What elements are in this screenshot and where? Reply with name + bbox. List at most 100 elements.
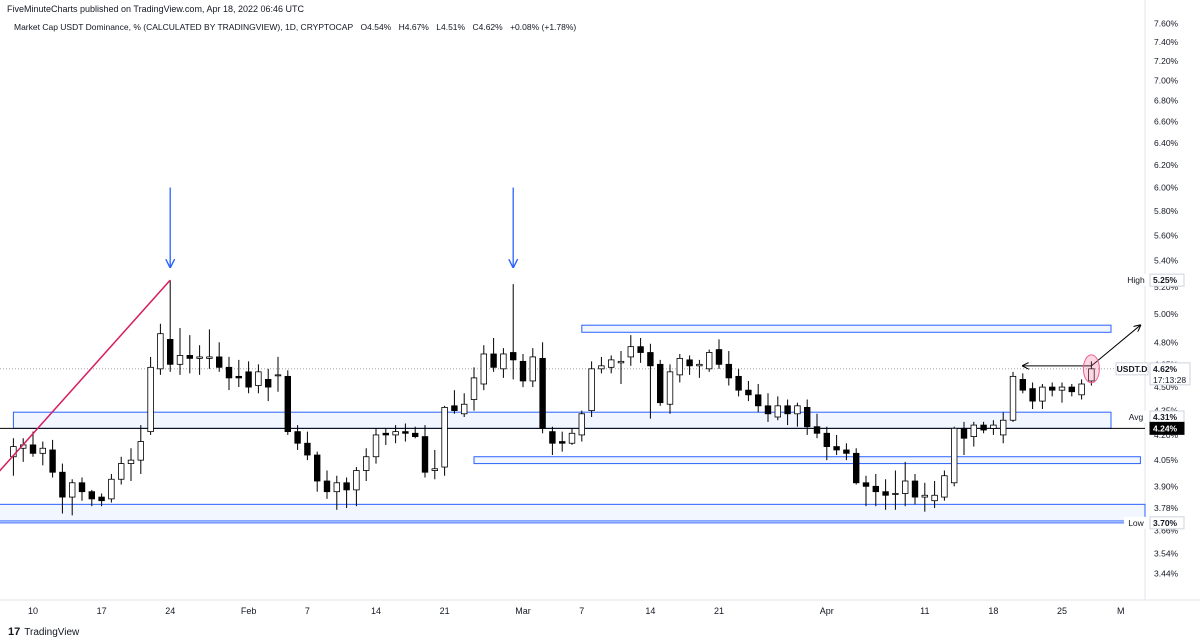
- lower-zone: [473, 456, 1141, 465]
- candle-up: [941, 475, 948, 498]
- candle-up: [627, 346, 634, 358]
- candle-down: [637, 346, 644, 353]
- highlight-ellipse: [1082, 354, 1100, 384]
- price-chart[interactable]: 7.60% 7.40% 7.20% 7.00% 6.80% 6.60% 6.40% 6.20%…: [0, 0, 1200, 620]
- x-tick-label: 18: [988, 606, 998, 616]
- high-label: High: [1127, 275, 1145, 285]
- low-box: [1149, 516, 1185, 530]
- candle-up: [431, 468, 438, 471]
- candle-down: [451, 405, 458, 411]
- candle-up: [608, 359, 615, 368]
- candle-up: [1009, 375, 1017, 421]
- y-tick-label: 4.20%: [1154, 430, 1179, 440]
- y-tick-label: 7.20%: [1154, 56, 1179, 66]
- high-value: 5.25%: [1153, 275, 1178, 285]
- x-tick-label: Feb: [241, 606, 257, 616]
- candle-down: [245, 371, 252, 388]
- candle-up: [333, 482, 340, 493]
- candle-down: [29, 444, 37, 454]
- x-tick-label: 7: [305, 606, 310, 616]
- projection-arrow-up: [1091, 325, 1140, 367]
- candle-down: [862, 482, 870, 487]
- candle-down: [539, 357, 546, 429]
- candle-up: [39, 447, 46, 454]
- candle-down: [823, 432, 830, 447]
- candle-up: [598, 365, 605, 370]
- candle-up: [206, 356, 213, 359]
- candle-up: [196, 356, 203, 359]
- candle-down: [1029, 388, 1036, 402]
- candle-up: [666, 371, 674, 405]
- tradingview-brand[interactable]: 17 TradingView: [8, 626, 79, 638]
- x-tick-label: M: [1117, 606, 1125, 616]
- candle-up: [951, 427, 958, 484]
- candle-down: [755, 394, 762, 407]
- candle-down: [411, 432, 419, 437]
- candle-up: [617, 360, 625, 364]
- candle-up: [137, 441, 144, 461]
- candle-down: [882, 491, 889, 496]
- candle-down: [304, 442, 311, 456]
- candle-down: [323, 480, 331, 493]
- publisher-line: FiveMinuteCharts published on TradingVie…: [7, 4, 304, 14]
- x-tick-label: 7: [579, 606, 584, 616]
- candle-up: [794, 405, 801, 415]
- y-tick-label: 4.50%: [1154, 382, 1179, 392]
- candle-up: [706, 352, 713, 370]
- candle-down: [853, 452, 860, 484]
- candle-up: [696, 363, 703, 367]
- candle-down: [980, 424, 987, 431]
- y-tick-label: 7.40%: [1154, 37, 1179, 47]
- candle-up: [127, 459, 135, 464]
- candle-down: [735, 375, 742, 391]
- y-tick-label: 7.60%: [1154, 19, 1179, 29]
- candle-down: [911, 480, 919, 498]
- candle-down: [804, 407, 811, 428]
- candle-down: [1049, 386, 1056, 391]
- candle-down: [382, 432, 389, 436]
- y-tick-label: 4.80%: [1154, 337, 1179, 347]
- candle-up: [1088, 368, 1095, 382]
- high-box: [1149, 273, 1185, 287]
- x-tick-label: 25: [1057, 606, 1067, 616]
- line-value: 4.24%: [1153, 423, 1178, 433]
- y-tick-label: 5.60%: [1154, 230, 1179, 240]
- candle-up: [441, 407, 448, 468]
- candle-down: [715, 349, 723, 365]
- candle-down: [872, 485, 879, 493]
- candle-up: [470, 377, 478, 400]
- candle-down: [549, 431, 556, 444]
- avg-bg: [1124, 410, 1148, 423]
- x-tick-label: Apr: [820, 606, 834, 616]
- close-value: C4.62%: [472, 22, 503, 32]
- symbol-tag-box: [1115, 362, 1149, 376]
- candle-up: [362, 456, 370, 471]
- candle-down: [833, 446, 840, 451]
- y-tick-label: 3.54%: [1154, 548, 1179, 558]
- x-tick-label: 14: [645, 606, 655, 616]
- candle-up: [578, 413, 585, 436]
- mid-zone: [12, 411, 1112, 429]
- y-tick-label: 5.40%: [1154, 256, 1179, 266]
- candle-down: [764, 405, 772, 415]
- candle-down: [725, 363, 732, 379]
- candle-up: [921, 494, 928, 498]
- candle-up: [931, 494, 938, 502]
- candle-up: [460, 403, 468, 415]
- candle-up: [1058, 386, 1066, 391]
- candle-up: [892, 493, 899, 495]
- candle-down: [264, 379, 272, 388]
- candle-down: [166, 339, 174, 365]
- y-tick-label: 6.80%: [1154, 96, 1179, 106]
- y-tick-label: 3.78%: [1154, 503, 1179, 513]
- candle-up: [588, 368, 595, 411]
- open-value: O4.54%: [360, 22, 392, 32]
- y-tick-label: 6.40%: [1154, 138, 1179, 148]
- candle-up: [1078, 383, 1085, 396]
- trend-line: [0, 279, 171, 472]
- y-tick-label: 3.90%: [1154, 481, 1179, 491]
- candle-down: [402, 431, 409, 434]
- candle-down: [960, 427, 968, 439]
- candle-down: [49, 449, 56, 473]
- avg-value: 4.31%: [1153, 412, 1178, 422]
